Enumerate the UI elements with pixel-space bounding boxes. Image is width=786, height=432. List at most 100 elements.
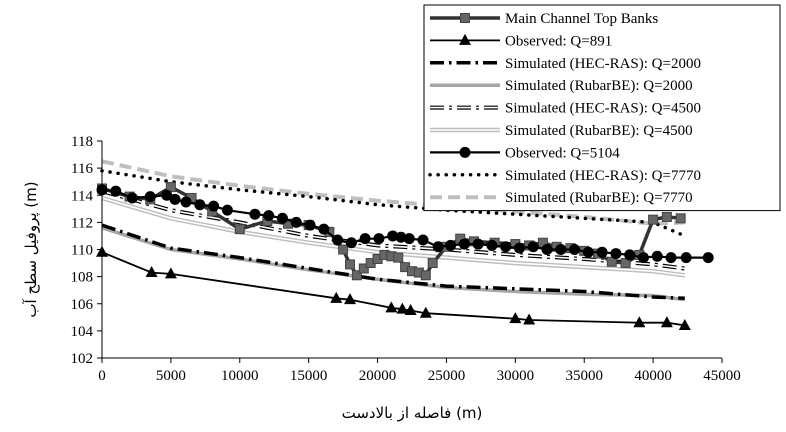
data-point bbox=[633, 316, 646, 328]
data-point bbox=[359, 233, 371, 245]
data-point bbox=[396, 302, 409, 314]
data-point bbox=[169, 193, 181, 205]
y-tick-label: 114 bbox=[71, 188, 93, 204]
data-point bbox=[651, 250, 663, 262]
series-5 bbox=[101, 195, 686, 278]
series-2 bbox=[101, 223, 685, 301]
legend-item: Observed: Q=5104 bbox=[430, 145, 620, 161]
data-point bbox=[165, 182, 176, 193]
data-point bbox=[459, 33, 471, 45]
data-point bbox=[164, 267, 177, 279]
y-axis-ticks: 102 104 106 108 110 112 114 116 118 bbox=[71, 134, 102, 367]
data-point bbox=[596, 246, 608, 258]
y-tick-label: 118 bbox=[71, 134, 93, 150]
series-line bbox=[101, 251, 685, 327]
data-point bbox=[145, 266, 158, 278]
series-8 bbox=[101, 159, 685, 226]
legend-label: Simulated (HEC-RAS): Q=7770 bbox=[505, 168, 701, 184]
y-tick-label: 108 bbox=[71, 270, 94, 286]
data-point bbox=[344, 293, 356, 305]
legend-item: Observed: Q=891 bbox=[430, 33, 612, 49]
data-point bbox=[345, 237, 357, 249]
data-point bbox=[419, 306, 432, 318]
legend-box bbox=[423, 4, 781, 212]
legend-label: Simulated (RubarBE): Q=2000 bbox=[505, 78, 693, 94]
x-tick-label: 10000 bbox=[221, 368, 259, 384]
data-point bbox=[249, 208, 261, 220]
data-point bbox=[661, 211, 672, 222]
legend-item: Simulated (RubarBE): Q=2000 bbox=[430, 78, 693, 94]
data-point bbox=[373, 233, 385, 245]
x-tick-label: 30000 bbox=[497, 368, 535, 384]
x-tick-label: 25000 bbox=[428, 368, 466, 384]
data-point bbox=[541, 244, 553, 255]
legend-item: Simulated (HEC-RAS): Q=2000 bbox=[430, 56, 701, 72]
data-point bbox=[432, 241, 444, 253]
data-point bbox=[403, 233, 415, 245]
data-point bbox=[569, 244, 581, 255]
data-point bbox=[385, 301, 398, 313]
x-tick-label: 35000 bbox=[565, 368, 603, 384]
data-point bbox=[582, 246, 594, 258]
data-point bbox=[263, 210, 275, 222]
data-point bbox=[126, 192, 138, 204]
data-point bbox=[472, 238, 484, 250]
data-point bbox=[606, 256, 617, 267]
data-point bbox=[358, 263, 369, 274]
x-tick-label: 40000 bbox=[634, 368, 672, 384]
data-point bbox=[330, 291, 343, 303]
data-point bbox=[678, 318, 691, 330]
data-point bbox=[110, 185, 122, 197]
legend-label: Simulated (HEC-RAS): Q=4500 bbox=[505, 101, 701, 117]
legend-item: Simulated (HEC-RAS): Q=4500 bbox=[430, 101, 701, 117]
data-point bbox=[404, 304, 417, 316]
legend-label: Observed: Q=891 bbox=[505, 33, 612, 49]
legend: Main Channel Top Banks Observed: Q=891 Sim… bbox=[423, 4, 781, 212]
data-point bbox=[417, 234, 429, 246]
data-point bbox=[221, 204, 233, 216]
data-point bbox=[610, 248, 622, 260]
data-point bbox=[345, 259, 355, 270]
data-point bbox=[458, 238, 470, 250]
plot-area: 0 5000 10000 15000 20000 25000 30000 35000 40000… bbox=[71, 134, 741, 384]
series-line bbox=[101, 223, 685, 301]
x-axis-ticks: 0 5000 10000 15000 20000 25000 30000 35000 40000… bbox=[98, 358, 741, 384]
data-point bbox=[523, 313, 536, 325]
x-tick-label: 15000 bbox=[290, 368, 328, 384]
legend-item: Main Channel Top Banks bbox=[430, 11, 658, 27]
x-tick-label: 45000 bbox=[703, 368, 741, 384]
series-1 bbox=[96, 245, 691, 330]
legend-label: Simulated (RubarBE): Q=4500 bbox=[505, 123, 693, 139]
data-point bbox=[351, 270, 362, 281]
data-point bbox=[637, 252, 649, 264]
series-line bbox=[101, 159, 685, 226]
data-point bbox=[208, 200, 220, 212]
data-point bbox=[338, 244, 349, 255]
data-point bbox=[445, 239, 457, 251]
data-point bbox=[387, 230, 399, 242]
data-point bbox=[624, 249, 636, 261]
data-point bbox=[332, 234, 344, 246]
data-point bbox=[486, 239, 498, 251]
data-point bbox=[509, 312, 522, 324]
y-tick-label: 102 bbox=[71, 351, 94, 367]
x-tick-label: 0 bbox=[98, 368, 106, 384]
data-point bbox=[459, 146, 471, 158]
data-point bbox=[276, 212, 288, 224]
data-point bbox=[144, 191, 156, 203]
y-tick-label: 104 bbox=[71, 324, 94, 340]
data-point bbox=[460, 13, 470, 23]
series-line bbox=[100, 169, 687, 238]
data-point bbox=[180, 196, 192, 208]
legend-label: Main Channel Top Banks bbox=[505, 11, 658, 27]
series-line bbox=[101, 197, 685, 277]
series-7 bbox=[100, 169, 687, 238]
data-point bbox=[527, 241, 539, 253]
data-point bbox=[513, 242, 525, 254]
legend-item: Simulated (HEC-RAS): Q=7770 bbox=[428, 168, 701, 184]
data-point bbox=[304, 219, 316, 231]
data-point bbox=[702, 252, 714, 264]
y-tick-label: 110 bbox=[71, 243, 93, 259]
data-point bbox=[395, 231, 407, 243]
